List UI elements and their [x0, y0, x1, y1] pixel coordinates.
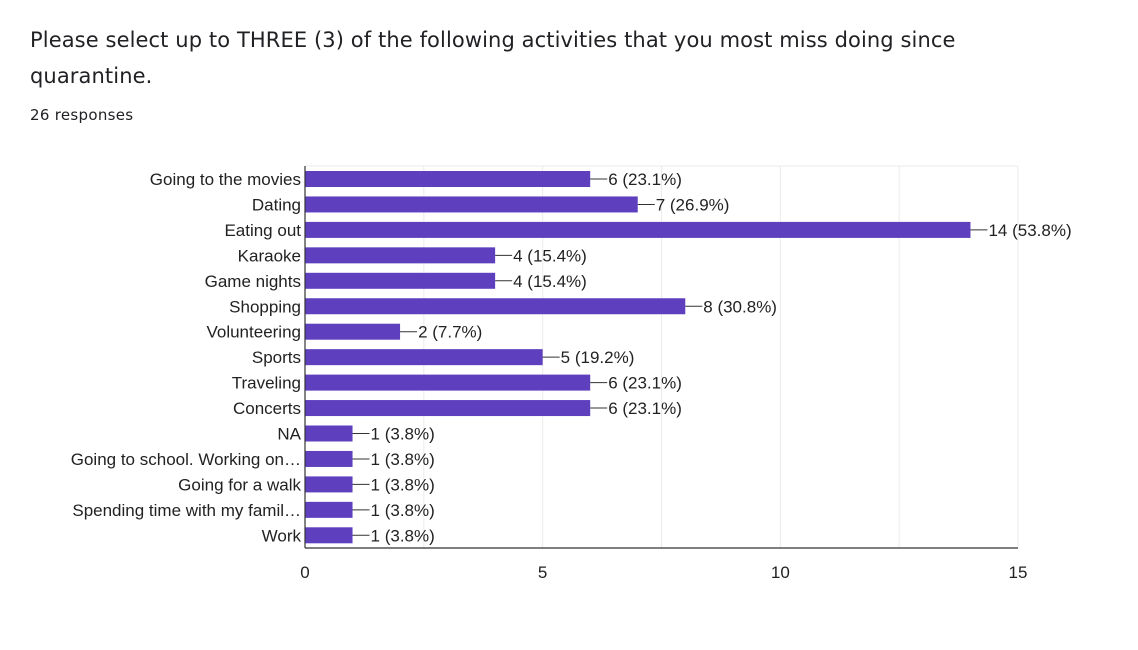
data-label: 1 (3.8%): [371, 475, 435, 494]
x-tick-label: 10: [771, 563, 790, 582]
bar: [305, 400, 591, 417]
category-label: Shopping: [229, 297, 301, 316]
category-label: Work: [262, 526, 302, 545]
category-label: Going for a walk: [178, 475, 301, 494]
category-label: Sports: [252, 348, 301, 367]
bar: [305, 221, 971, 238]
category-label: Karaoke: [238, 246, 301, 265]
data-label: 7 (26.9%): [656, 195, 730, 214]
category-label: Eating out: [224, 221, 301, 240]
category-label: Concerts: [233, 399, 301, 418]
x-tick-label: 0: [300, 563, 309, 582]
bar: [305, 501, 353, 518]
data-label: 1 (3.8%): [371, 526, 435, 545]
category-label: Game nights: [205, 272, 301, 291]
bar: [305, 196, 638, 213]
x-tick-label: 5: [538, 563, 547, 582]
bar: [305, 171, 591, 187]
bar: [305, 450, 353, 467]
x-tick-label: 15: [1009, 563, 1028, 582]
data-label: 6 (23.1%): [608, 170, 682, 189]
bar: [305, 527, 353, 544]
data-label: 1 (3.8%): [371, 425, 435, 444]
data-label: 8 (30.8%): [703, 297, 777, 316]
category-label: Volunteering: [206, 323, 301, 342]
data-label: 1 (3.8%): [371, 501, 435, 520]
bar: [305, 323, 401, 340]
response-count: 26 responses: [30, 106, 134, 124]
category-label: NA: [277, 425, 301, 444]
data-label: 6 (23.1%): [608, 374, 682, 393]
data-label: 4 (15.4%): [513, 246, 587, 265]
bar: [305, 349, 543, 366]
bar: [305, 272, 496, 289]
data-label: 2 (7.7%): [418, 323, 482, 342]
data-label: 1 (3.8%): [371, 450, 435, 469]
data-label: 5 (19.2%): [561, 348, 635, 367]
category-label: Dating: [252, 195, 301, 214]
bar: [305, 247, 496, 264]
category-label: Going to the movies: [150, 170, 301, 189]
category-label: Going to school. Working on…: [71, 450, 301, 469]
bar: [305, 374, 591, 391]
category-label: Spending time with my famil…: [72, 501, 301, 520]
data-label: 4 (15.4%): [513, 272, 587, 291]
category-label: Traveling: [232, 374, 301, 393]
bar: [305, 476, 353, 493]
data-label: 6 (23.1%): [608, 399, 682, 418]
bar: [305, 425, 353, 442]
question-title: Please select up to THREE (3) of the fol…: [30, 28, 956, 88]
bar: [305, 298, 686, 315]
data-label: 14 (53.8%): [988, 221, 1071, 240]
